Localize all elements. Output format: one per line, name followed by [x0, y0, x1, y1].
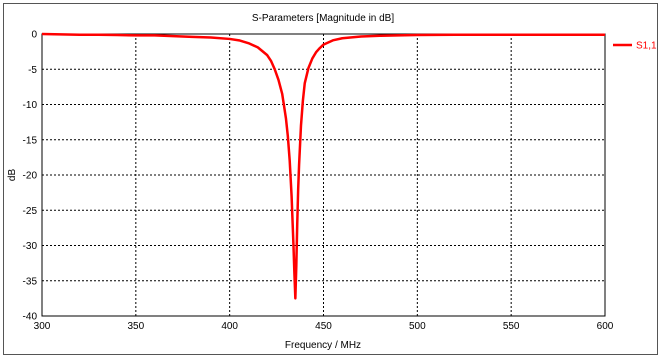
x-tick-labels: 300 350 400 450 500 550 600: [34, 321, 614, 332]
x-tick-label: 350: [127, 321, 144, 332]
grid-lines: [42, 34, 605, 316]
y-axis-title: dB: [7, 169, 18, 182]
series-line-s11: [41, 32, 605, 300]
x-tick-label: 450: [315, 321, 332, 332]
legend[interactable]: S1,1: [613, 41, 657, 52]
y-tick-label: -35: [23, 276, 38, 287]
y-tick-label: -20: [23, 171, 38, 182]
x-tick-label: 500: [409, 321, 426, 332]
y-tick-label: 0: [31, 30, 37, 41]
x-tick-label: 300: [34, 321, 51, 332]
x-tick-label: 600: [597, 321, 614, 332]
y-tick-label: -40: [23, 312, 38, 323]
s-parameter-chart: S-Parameters [Magnitude in dB] 300 350 400…: [7, 13, 657, 351]
y-tick-labels: 0 -5 -10 -15 -20 -25 -30 -35 -40: [23, 30, 38, 323]
x-tick-label: 550: [503, 321, 520, 332]
chart-title: S-Parameters [Magnitude in dB]: [252, 13, 395, 24]
chart-frame: S-Parameters [Magnitude in dB] 300 350 400…: [3, 3, 658, 355]
y-tick-label: -30: [23, 241, 38, 252]
legend-label: S1,1: [636, 41, 657, 52]
y-tick-label: -5: [28, 65, 37, 76]
x-axis-title: Frequency / MHz: [285, 340, 361, 351]
y-tick-label: -15: [23, 135, 38, 146]
y-tick-label: -10: [23, 100, 38, 111]
y-tick-label: -25: [23, 206, 38, 217]
series-group: [41, 32, 605, 300]
x-tick-label: 400: [221, 321, 238, 332]
